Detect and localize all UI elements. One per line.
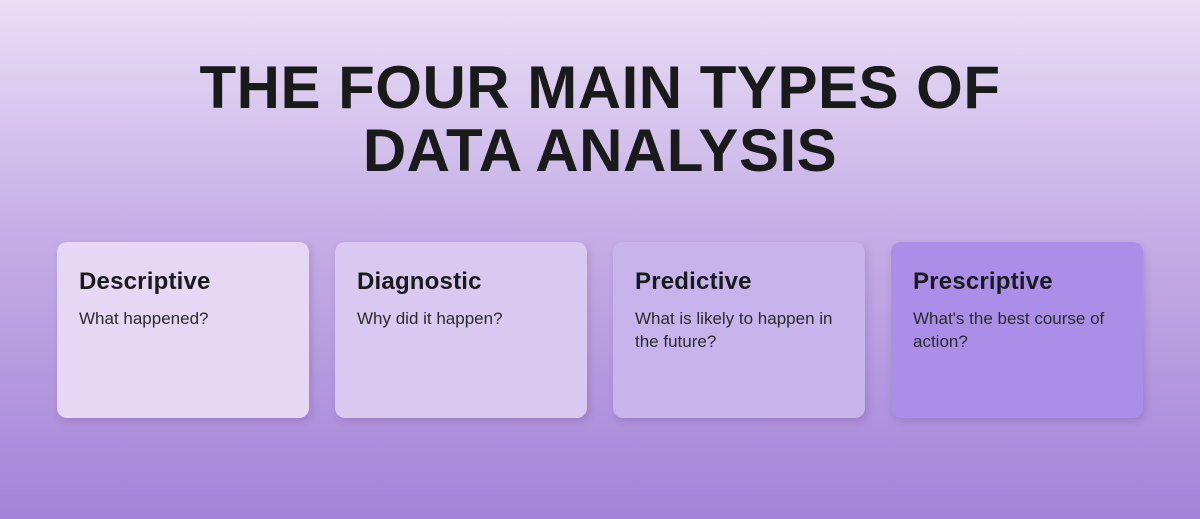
card-body: What's the best course of action? bbox=[913, 308, 1121, 354]
card-heading: Predictive bbox=[635, 268, 843, 296]
card-diagnostic: Diagnostic Why did it happen? bbox=[335, 242, 587, 418]
cards-row: Descriptive What happened? Diagnostic Wh… bbox=[0, 242, 1200, 418]
card-heading: Descriptive bbox=[79, 268, 287, 296]
card-descriptive: Descriptive What happened? bbox=[57, 242, 309, 418]
card-body: What happened? bbox=[79, 308, 287, 331]
card-body: What is likely to happen in the future? bbox=[635, 308, 843, 354]
card-heading: Prescriptive bbox=[913, 268, 1121, 296]
card-body: Why did it happen? bbox=[357, 308, 565, 331]
card-heading: Diagnostic bbox=[357, 268, 565, 296]
card-prescriptive: Prescriptive What's the best course of a… bbox=[891, 242, 1143, 418]
card-predictive: Predictive What is likely to happen in t… bbox=[613, 242, 865, 418]
page-title: THE FOUR MAIN TYPES OF DATA ANALYSIS bbox=[150, 56, 1050, 182]
